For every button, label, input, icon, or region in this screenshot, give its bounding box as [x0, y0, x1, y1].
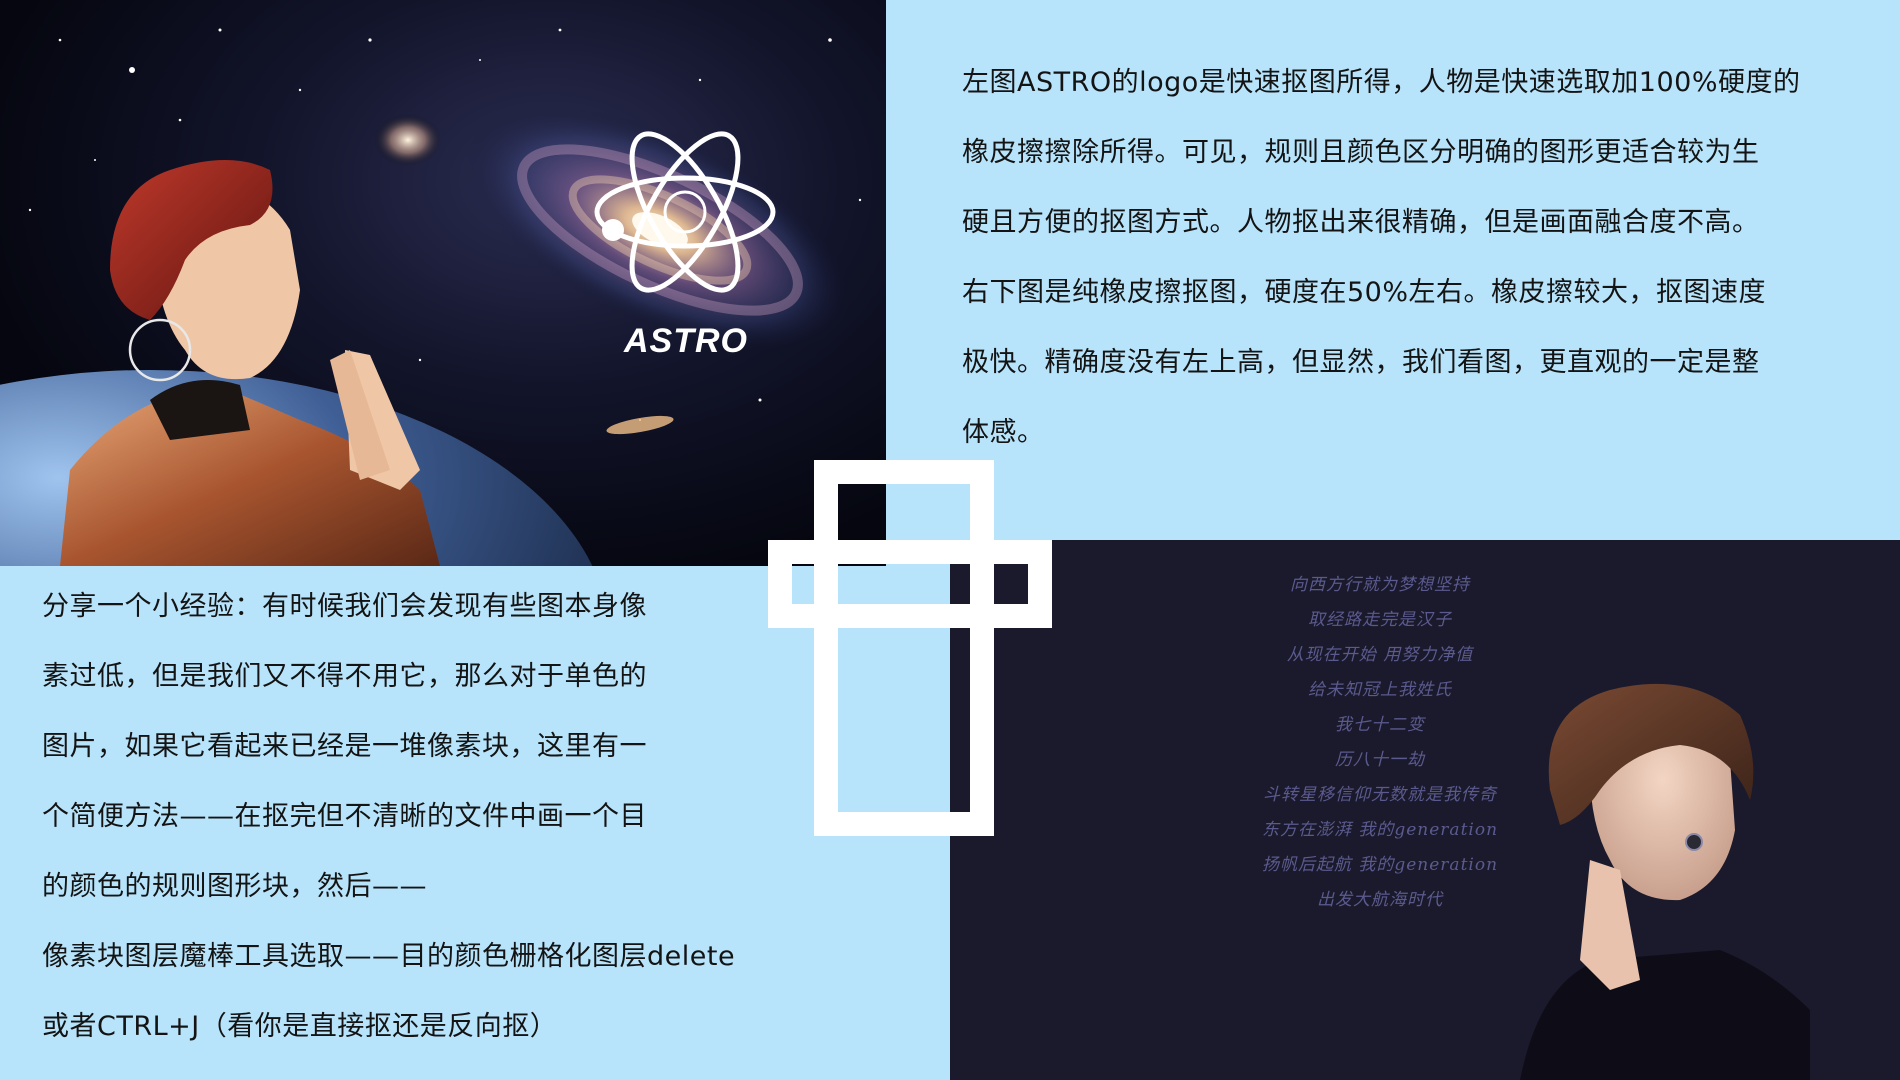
lyric-line: 出发大航海时代: [1317, 890, 1443, 910]
tip-line: 个简便方法——在抠完但不清晰的文件中画一个目: [42, 801, 647, 832]
intro-paragraph: 左图ASTRO的logo是快速抠图所得，人物是快速选取加100%硬度的 橡皮擦擦…: [962, 48, 1800, 468]
lyric-line: 历八十一劫: [1335, 750, 1425, 770]
intro-line: 极快。精确度没有左上高，但显然，我们看图，更直观的一定是整: [962, 347, 1760, 378]
intro-line: 硬且方便的抠图方式。人物抠出来很精确，但是画面融合度不高。: [962, 207, 1760, 238]
space-photo-panel: ASTRO: [0, 0, 886, 566]
tip-line: 像素块图层魔棒工具选取——目的颜色栅格化图层delete: [42, 941, 736, 972]
lyric-line: 从现在开始 用努力净值: [1286, 645, 1474, 665]
intro-line: 右下图是纯橡皮擦抠图，硬度在50%左右。橡皮擦较大，抠图速度: [962, 277, 1767, 308]
tip-line: 素过低，但是我们又不得不用它，那么对于单色的: [42, 661, 647, 692]
lyric-line: 扬帆后起航 我的generation: [1261, 855, 1499, 875]
tip-line: 图片，如果它看起来已经是一堆像素块，这里有一: [42, 731, 647, 762]
lyric-line: 东方在澎湃 我的generation: [1261, 820, 1499, 840]
lyrics-photo-panel: [950, 540, 1900, 1080]
astro-logo-text: ASTRO: [624, 322, 748, 360]
tip-line: 的颜色的规则图形块，然后——: [42, 871, 427, 902]
lyric-line: 取经路走完是汉子: [1308, 610, 1452, 630]
lyric-line: 斗转星移信仰无数就是我传奇: [1263, 785, 1497, 805]
lyric-line: 给未知冠上我姓氏: [1308, 680, 1452, 700]
tip-paragraph: 分享一个小经验：有时候我们会发现有些图本身像 素过低，但是我们又不得不用它，那么…: [42, 572, 735, 1062]
portrait-illustration: [1520, 683, 1810, 1080]
person-illustration: [60, 160, 440, 566]
intro-line: 橡皮擦擦除所得。可见，规则且颜色区分明确的图形更适合较为生: [962, 137, 1760, 168]
lyric-line: 我七十二变: [1335, 715, 1425, 735]
galaxy-illustration: [0, 28, 862, 566]
tip-line: 或者CTRL+J（看你是直接抠还是反向抠）: [42, 1011, 558, 1042]
intro-line: 左图ASTRO的logo是快速抠图所得，人物是快速选取加100%硬度的: [962, 67, 1801, 98]
intro-line: 体感。: [962, 417, 1045, 448]
tip-line: 分享一个小经验：有时候我们会发现有些图本身像: [42, 591, 647, 622]
lyric-line: 向西方行就为梦想坚持: [1290, 575, 1470, 595]
lyrics-block: 向西方行就为梦想坚持 取经路走完是汉子 从现在开始 用努力净值 给未知冠上我姓氏…: [1230, 568, 1530, 918]
